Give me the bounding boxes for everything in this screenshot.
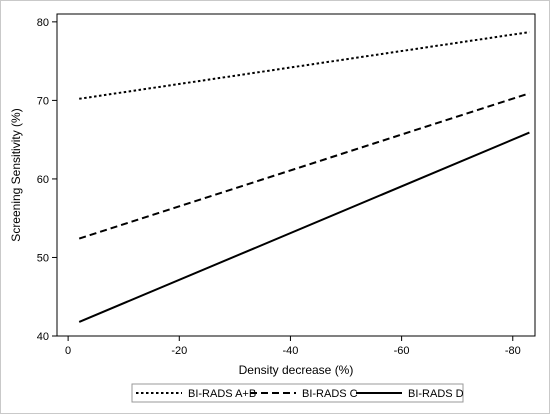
y-tick-label: 40 bbox=[37, 331, 49, 343]
x-tick-label: 0 bbox=[65, 345, 71, 357]
x-tick-label: -60 bbox=[394, 345, 410, 357]
y-axis: 40 50 60 70 80 bbox=[37, 17, 57, 343]
x-tick-label: -40 bbox=[282, 345, 298, 357]
plot-area bbox=[56, 13, 536, 337]
y-tick-label: 80 bbox=[37, 17, 49, 29]
y-tick-label: 60 bbox=[37, 174, 49, 186]
series-line bbox=[79, 31, 530, 100]
legend-label: BI-RADS D bbox=[408, 388, 464, 400]
y-axis-title: Screening Sensitivity (%) bbox=[9, 108, 23, 241]
series-line bbox=[78, 131, 530, 323]
legend-label: BI-RADS A+B bbox=[188, 388, 256, 400]
x-axis-title: Density decrease (%) bbox=[239, 363, 354, 377]
legend-label: BI-RADS C bbox=[302, 388, 358, 400]
legend-box bbox=[131, 383, 464, 403]
y-tick-label: 70 bbox=[37, 95, 49, 107]
legend: BI-RADS A+B BI-RADS C BI-RADS D bbox=[136, 388, 464, 400]
y-tick-label: 50 bbox=[37, 252, 49, 264]
series-lines bbox=[78, 31, 530, 323]
series-line bbox=[78, 92, 530, 240]
x-tick-label: -80 bbox=[505, 345, 521, 357]
x-axis: 0 -20 -40 -60 -80 bbox=[65, 336, 521, 357]
x-tick-label: -20 bbox=[171, 345, 187, 357]
